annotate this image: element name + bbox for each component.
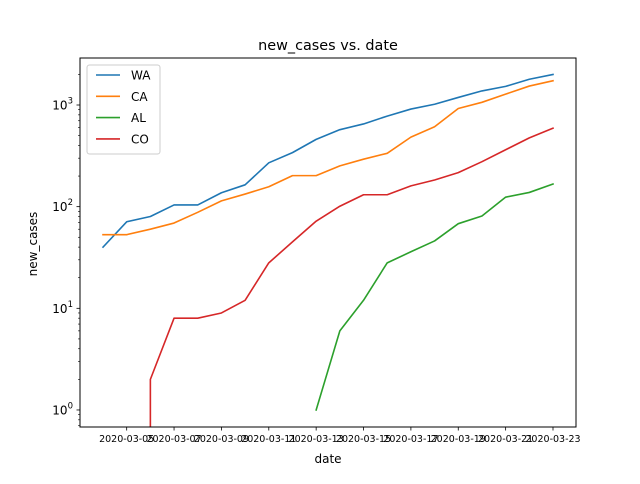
legend-label-ca: CA xyxy=(131,90,148,104)
x-tick-label: 2020-03-17 xyxy=(383,434,438,445)
x-tick-label: 2020-03-11 xyxy=(241,434,296,445)
y-tick-base: 10 xyxy=(52,302,67,316)
legend: WA CA AL CO xyxy=(86,64,161,155)
x-tick-label: 2020-03-15 xyxy=(336,434,391,445)
y-tick-exponent: 3 xyxy=(68,97,73,107)
series-line-co xyxy=(149,127,555,427)
x-tick-label: 2020-03-05 xyxy=(99,434,154,445)
chart-title: new_cases vs. date xyxy=(258,38,398,54)
series-line-al xyxy=(315,182,555,411)
y-tick-label: 102 xyxy=(52,198,73,214)
x-tick-label: 2020-03-21 xyxy=(478,434,533,445)
y-tick-base: 10 xyxy=(52,200,67,214)
legend-label-al: AL xyxy=(131,111,146,125)
x-tick-label: 2020-03-07 xyxy=(146,434,201,445)
y-tick-exponent: 1 xyxy=(68,300,73,310)
series-line-ca xyxy=(102,79,554,236)
series-line-wa xyxy=(101,73,554,249)
axes-frame xyxy=(79,57,577,428)
y-tick-base: 10 xyxy=(52,99,67,113)
x-tick-label: 2020-03-13 xyxy=(289,434,344,445)
legend-box xyxy=(86,64,161,155)
plot-area xyxy=(79,57,577,428)
y-tick-label: 100 xyxy=(52,401,73,417)
legend-label-wa: WA xyxy=(131,69,151,83)
x-axis-ticks: 2020-03-052020-03-072020-03-092020-03-11… xyxy=(99,427,581,445)
legend-label-co: CO xyxy=(131,132,149,146)
x-tick-label: 2020-03-19 xyxy=(431,434,486,445)
y-tick-label: 103 xyxy=(52,97,73,113)
x-tick-label: 2020-03-23 xyxy=(525,434,580,445)
y-axis-label: new_cases xyxy=(26,212,40,277)
y-tick-base: 10 xyxy=(52,403,67,417)
x-axis-label: date xyxy=(314,452,341,466)
y-tick-exponent: 0 xyxy=(68,401,73,411)
x-tick-label: 2020-03-09 xyxy=(194,434,249,445)
y-tick-exponent: 2 xyxy=(68,198,73,208)
series-lines xyxy=(101,73,555,427)
y-tick-label: 101 xyxy=(52,300,73,316)
